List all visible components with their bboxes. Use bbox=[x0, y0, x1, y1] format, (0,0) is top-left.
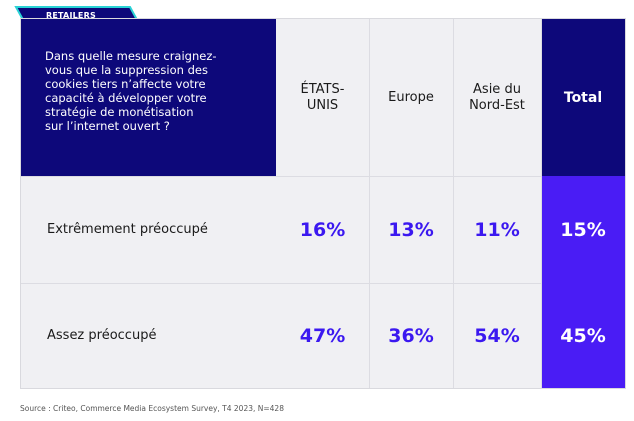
column-divider bbox=[369, 19, 370, 388]
survey-table: Dans quelle mesure craignez- vous que la… bbox=[20, 18, 626, 389]
value-fairly-europe: 36% bbox=[369, 283, 453, 388]
value-extremely-total: 15% bbox=[541, 176, 625, 283]
value-fairly-total: 45% bbox=[541, 283, 625, 388]
source-note: Source : Criteo, Commerce Media Ecosyste… bbox=[20, 404, 284, 413]
column-header-europe: Europe bbox=[369, 19, 453, 176]
value-extremely-europe: 13% bbox=[369, 176, 453, 283]
value-fairly-northeast-asia: 54% bbox=[453, 283, 541, 388]
tag-label: RETAILERS bbox=[46, 11, 96, 20]
row-divider bbox=[21, 176, 541, 177]
column-header-northeast-asia: Asie du Nord-Est bbox=[453, 19, 541, 176]
value-fairly-usa: 47% bbox=[276, 283, 369, 388]
column-header-usa: ÉTATS- UNIS bbox=[276, 19, 369, 176]
column-divider bbox=[541, 19, 542, 388]
row-divider bbox=[21, 283, 541, 284]
column-divider bbox=[453, 19, 454, 388]
row-label-extremely-concerned: Extrêmement préoccupé bbox=[21, 176, 276, 283]
value-extremely-northeast-asia: 11% bbox=[453, 176, 541, 283]
value-extremely-usa: 16% bbox=[276, 176, 369, 283]
question-text: Dans quelle mesure craignez- vous que la… bbox=[21, 19, 276, 176]
column-header-total: Total bbox=[541, 19, 625, 176]
row-label-fairly-concerned: Assez préoccupé bbox=[21, 283, 276, 388]
